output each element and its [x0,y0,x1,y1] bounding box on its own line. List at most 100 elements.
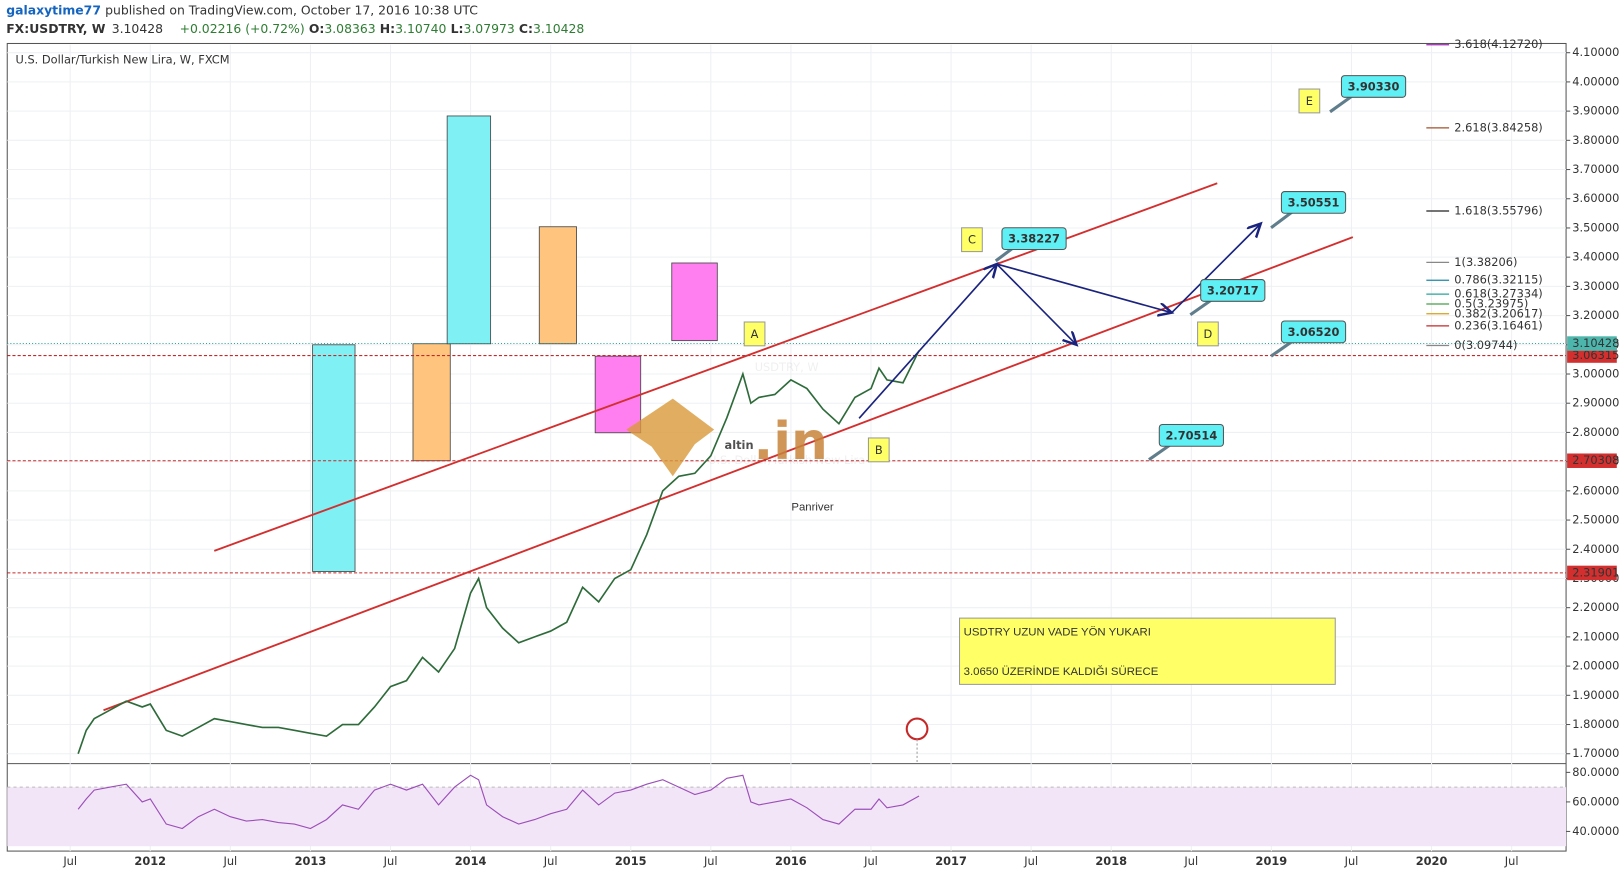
y-tick-label: 3.80000 [1572,133,1619,147]
channel-lower [103,236,1354,712]
rsi-tick-label: 80.0000 [1572,765,1619,779]
x-tick-label: Jul [863,854,878,868]
x-tick-label: Jul [1504,854,1519,868]
wave-label: A [751,327,759,341]
wave-arrow [1171,224,1261,314]
y-tick-label: 2.90000 [1572,396,1619,410]
logo-suffix: .in [754,412,828,472]
fib-label: 0.382(3.20617) [1454,306,1542,320]
x-tick-label: 2020 [1416,854,1448,868]
x-tick-label: 2019 [1256,854,1288,868]
zone-box [538,226,577,345]
callout-box [1340,75,1407,98]
callout-box [1280,320,1347,344]
callout-pointer [994,247,1014,263]
y-tick-label: 1.70000 [1572,746,1619,760]
fib-label: 0(3.09744) [1454,338,1517,352]
callout-pointer [1270,211,1293,230]
wave-box [867,437,890,463]
wave-label: E [1306,94,1313,108]
x-tick-label: Jul [1344,854,1359,868]
wave-label: B [875,443,883,457]
callout-label: 3.06520 [1288,325,1340,339]
wave-box [1197,321,1219,347]
callout-box [1280,191,1347,214]
zone-box [594,355,642,434]
logo-caption: Panriver [791,501,834,513]
close: 3.10428 [533,20,584,35]
x-tick-label: Jul [62,854,77,868]
y-tick-label: 3.00000 [1572,367,1619,381]
chart-title: U.S. Dollar/Turkish New Lira, W, FXCM [16,53,230,67]
x-tick-label: 2013 [295,854,327,868]
plot-border [6,42,1567,852]
callout-label: 3.90330 [1348,79,1400,93]
event-icon [905,717,929,741]
x-tick-label: 2016 [775,854,807,868]
y-tick-label: 1.80000 [1572,717,1619,731]
callout-label: 2.70514 [1165,428,1217,442]
wave-arrow [996,263,1077,345]
y-tick-label: 2.80000 [1572,425,1619,439]
published: published on TradingView.com, October 17… [105,2,478,17]
symbol-line: FX:USDTRY, W 3.10428 +0.02216 (+0.72%) O:3.… [6,20,584,35]
rsi-tick-label: 40.0000 [1572,824,1619,838]
y-tick-label: 2.50000 [1572,513,1619,527]
y-tick-label: 1.90000 [1572,688,1619,702]
x-tick-label: Jul [1023,854,1038,868]
level-tag-label: 2.31901 [1572,565,1619,579]
y-tick-label: 3.90000 [1572,104,1619,118]
wave-label: D [1204,327,1213,341]
x-tick-label: Jul [383,854,398,868]
wave-arrow [996,263,1172,313]
note-box [958,617,1336,685]
zone-box [446,115,492,345]
close-label: C: [519,20,533,35]
level-tag [1567,453,1617,468]
note-line: 3.0650 ÜZERİNDE KALDIĞI SÜRECE [964,665,1159,678]
note-line: USDTRY UZUN VADE YÖN YUKARI [964,627,1151,639]
level-tag-label: 2.70308 [1572,453,1619,467]
y-tick-label: 2.60000 [1572,483,1619,497]
y-tick-label: 2.40000 [1572,542,1619,556]
symbol: FX:USDTRY, W [6,20,106,35]
fib-label: 0.5(3.23975) [1454,296,1528,310]
y-tick-label: 2.20000 [1572,600,1619,614]
level-tag [1567,565,1617,581]
fib-label: 0.618(3.27334) [1454,287,1542,301]
y-tick-label: 3.20000 [1572,308,1619,322]
y-tick-label: 3.60000 [1572,191,1619,205]
rsi-band [7,787,1567,847]
fib-label: 1.618(3.55796) [1454,204,1542,218]
callout-box [1158,423,1224,447]
high-label: H: [380,20,395,35]
low-label: L: [451,20,464,35]
fib-label: 1(3.38206) [1454,255,1517,269]
y-tick-label: 3.40000 [1572,250,1619,264]
x-tick-label: 2012 [134,854,166,868]
wave-arrow [858,264,997,419]
fib-label: 0.786(3.32115) [1454,273,1542,287]
callout-box [1001,227,1067,251]
open: 3.08363 [324,20,375,35]
x-tick-label: Jul [703,854,718,868]
logo: altin.in [725,412,828,472]
callout-pointer [1329,95,1353,114]
x-tick-label: 2018 [1095,854,1127,868]
callout-label: 3.38227 [1008,232,1060,246]
level-tag [1567,348,1617,363]
fib-label: 2.618(3.84258) [1454,120,1542,134]
series-line [77,350,920,755]
wave-box [1298,88,1321,114]
zone-box [412,343,451,462]
high: 3.10740 [395,20,446,35]
frame [6,42,1567,852]
fib-label: 0.236(3.16461) [1454,318,1542,332]
x-tick-label: Jul [543,854,558,868]
current-price-tag [1567,336,1617,351]
author: galaxytime77 [6,2,101,17]
logo-text: altin [725,438,754,452]
logo-mark [626,398,715,477]
